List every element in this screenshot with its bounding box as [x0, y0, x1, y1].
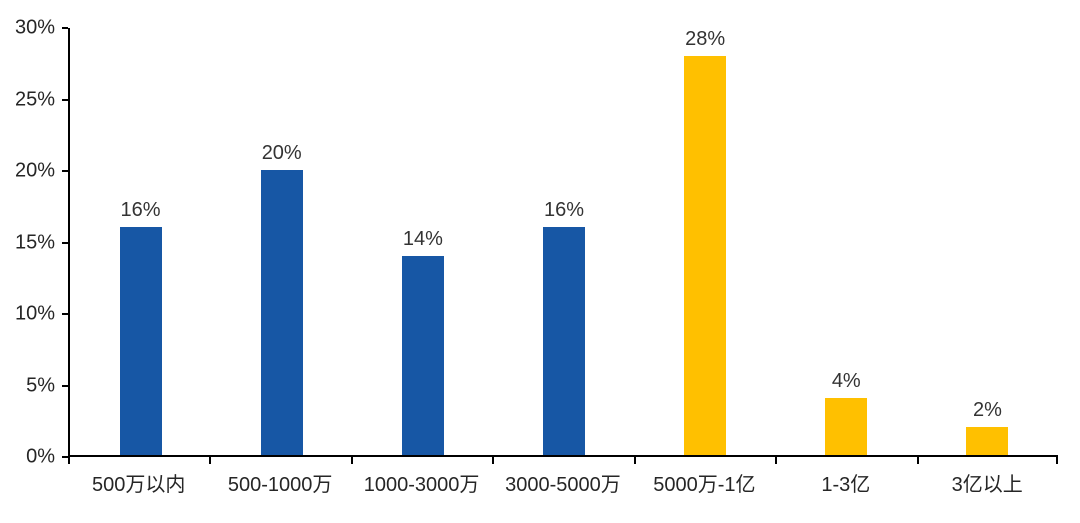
x-tick-label: 3亿以上	[951, 474, 1023, 496]
x-tick-mark	[633, 457, 636, 464]
x-tick-mark	[1056, 457, 1058, 464]
y-tick-label: 10%	[14, 302, 55, 325]
x-tick-mark	[916, 457, 919, 464]
y-axis: 0% 5% 10% 15% 20% 25% 30%	[10, 17, 68, 468]
x-tick-mark	[68, 457, 70, 464]
chart-body: 0% 5% 10% 15% 20% 25% 30% 16% 20% 14% 16% 28% 4% 2% …	[10, 17, 1058, 497]
y-tick-label: 5%	[26, 374, 55, 397]
bar	[542, 227, 585, 455]
bar-column: 16%	[493, 28, 634, 455]
bar	[401, 255, 444, 455]
x-tick-mark	[775, 457, 778, 464]
y-tick-label: 30%	[14, 16, 55, 39]
x-axis-ticks	[68, 457, 1058, 464]
bar-value-label: 16%	[543, 199, 584, 222]
y-tick-mark	[62, 27, 68, 29]
x-tick-label: 3000-5000万	[505, 474, 621, 496]
y-tick-mark	[62, 241, 68, 244]
bar-column: 4%	[776, 28, 917, 455]
bar-value-label: 16%	[120, 199, 161, 222]
y-tick-label: 15%	[14, 231, 55, 253]
bar-column: 28%	[635, 28, 776, 455]
bar	[684, 56, 727, 455]
x-tick-mark	[209, 457, 212, 464]
bar-value-label: 28%	[685, 28, 726, 51]
y-tick-mark	[62, 384, 68, 387]
plot-area: 16% 20% 14% 16% 28% 4% 2%	[68, 28, 1058, 457]
bar-value-label: 2%	[972, 398, 1002, 421]
x-axis-labels: 500万以内 500-1000万 1000-3000万 3000-5000万 5000万…	[68, 468, 1058, 497]
x-tick-label: 1-3亿	[821, 474, 871, 496]
bar-value-label: 4%	[831, 370, 861, 393]
plot-wrap: 16% 20% 14% 16% 28% 4% 2% 500万以内 500-1000万 1000-…	[68, 28, 1058, 497]
bar-value-label: 20%	[261, 142, 302, 165]
bar	[119, 227, 162, 455]
bar-column: 20%	[211, 28, 352, 455]
x-tick-label: 5000万-1亿	[653, 474, 756, 496]
x-tick-mark	[350, 457, 353, 464]
y-tick-mark	[62, 170, 68, 173]
bar-value-label: 14%	[402, 227, 443, 250]
bar	[966, 426, 1009, 455]
y-tick-mark	[62, 98, 68, 101]
bar	[825, 398, 868, 455]
bar-column: 14%	[352, 28, 493, 455]
bar	[260, 170, 303, 455]
x-tick-label: 500-1000万	[227, 474, 333, 496]
y-tick-mark	[62, 313, 68, 316]
y-tick-mark	[62, 456, 68, 458]
bar-column: 2%	[917, 28, 1058, 455]
x-tick-mark	[492, 457, 495, 464]
bar-column: 16%	[70, 28, 211, 455]
x-tick-label: 1000-3000万	[363, 474, 480, 496]
y-tick-label: 0%	[26, 445, 55, 468]
y-tick-label: 25%	[14, 88, 55, 110]
y-tick-label: 20%	[14, 159, 55, 182]
x-tick-label: 500万以内	[92, 474, 186, 496]
